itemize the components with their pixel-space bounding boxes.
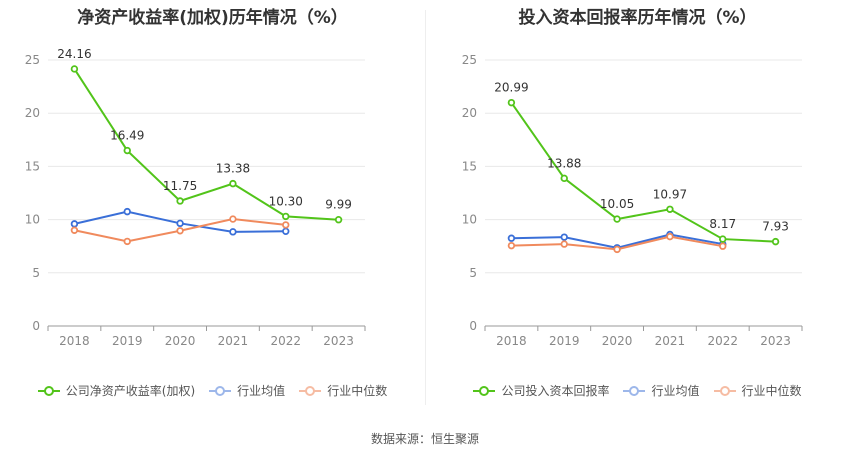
- roic-chart-panel: 投入资本回报率历年情况（%） 0 5 10 15 20 25 2018 2019 2020 202…: [425, 0, 850, 410]
- data-point: [719, 242, 727, 250]
- data-point: [229, 215, 237, 223]
- data-point: [666, 205, 674, 213]
- data-point: [507, 234, 516, 242]
- data-point: [719, 235, 727, 243]
- data-point: [282, 227, 290, 236]
- roe-chart-title: 净资产收益率(加权)历年情况（%）: [77, 8, 348, 28]
- data-point: [176, 219, 184, 228]
- legend-label: 行业中位数: [327, 384, 388, 398]
- data-point: [282, 212, 290, 221]
- legend-label: 公司净资产收益率(加权): [65, 384, 196, 398]
- data-label: 9.99: [325, 198, 352, 212]
- y-tick-label: 20: [25, 106, 40, 120]
- legend-item-company-roic[interactable]: 公司投入资本回报率: [473, 382, 609, 399]
- roic-chart-legend: 公司投入资本回报率 行业均值 行业中位数: [425, 382, 850, 399]
- data-label: 24.16: [57, 47, 91, 61]
- data-point: [229, 179, 237, 188]
- data-point: [334, 216, 343, 224]
- legend-label: 公司投入资本回报率: [501, 384, 610, 398]
- legend-line-icon: [37, 385, 60, 396]
- roe-chart-legend: 公司净资产收益率(加权) 行业均值 行业中位数: [0, 382, 425, 399]
- y-tick-label: 15: [462, 159, 477, 173]
- y-tick-label: 5: [32, 266, 40, 280]
- y-tick-label: 10: [462, 213, 477, 227]
- legend-item-company-roe[interactable]: 公司净资产收益率(加权): [37, 382, 196, 399]
- x-tick-label: 2022: [707, 334, 738, 348]
- data-point: [666, 232, 674, 241]
- data-point: [560, 240, 568, 248]
- y-tick-label: 0: [32, 319, 40, 333]
- data-point: [560, 233, 568, 241]
- y-tick-label: 25: [462, 53, 477, 67]
- x-tick-label: 2019: [549, 334, 580, 348]
- data-point: [613, 215, 621, 223]
- legend-item-industry-mean[interactable]: 行业均值: [209, 382, 285, 399]
- x-tick-label: 2018: [59, 334, 90, 348]
- data-point: [176, 227, 184, 235]
- data-point: [229, 228, 237, 236]
- legend-item-industry-median[interactable]: 行业中位数: [713, 382, 802, 399]
- y-tick-label: 0: [469, 319, 477, 333]
- data-point: [70, 220, 79, 228]
- legend-label: 行业中位数: [741, 384, 802, 398]
- series-line: [510, 102, 776, 243]
- legend-line-icon: [299, 385, 322, 396]
- x-tick-label: 2023: [760, 334, 791, 348]
- data-point: [123, 237, 131, 246]
- data-label: 13.38: [216, 162, 250, 176]
- data-label: 10.97: [653, 187, 687, 201]
- y-tick-label: 20: [462, 106, 477, 120]
- legend-line-icon: [209, 385, 232, 396]
- x-tick-label: 2020: [165, 334, 196, 348]
- data-point: [771, 237, 780, 246]
- roe-chart-plot: 0 5 10 15 20 25 2018 2019 2020 2021 2022 2023 24.16 1…: [25, 47, 366, 348]
- data-label: 13.88: [547, 156, 581, 170]
- panel-divider: [425, 10, 426, 405]
- x-tick-label: 2018: [496, 334, 527, 348]
- data-label: 10.05: [600, 197, 634, 211]
- data-point: [123, 207, 131, 216]
- series-line: [73, 68, 339, 221]
- legend-item-industry-median[interactable]: 行业中位数: [299, 382, 387, 399]
- x-tick-label: 2022: [270, 334, 301, 348]
- y-tick-label: 25: [25, 53, 40, 67]
- x-tick-label: 2021: [218, 334, 249, 348]
- data-point: [282, 221, 290, 229]
- x-tick-label: 2020: [602, 334, 633, 348]
- legend-item-industry-mean[interactable]: 行业均值: [623, 382, 700, 399]
- data-point: [507, 241, 516, 250]
- roic-chart-plot: 0 5 10 15 20 25 2018 2019 2020 2021 2022 2023 20.99 1…: [462, 53, 803, 348]
- legend-line-icon: [623, 385, 646, 396]
- y-tick-label: 10: [25, 213, 40, 227]
- data-point: [507, 98, 516, 107]
- x-tick-label: 2023: [323, 334, 354, 348]
- data-label: 16.49: [110, 129, 144, 143]
- y-tick-label: 5: [469, 266, 477, 280]
- data-label: 20.99: [494, 81, 528, 95]
- data-point: [560, 174, 568, 183]
- data-point: [123, 146, 131, 155]
- data-point: [613, 245, 621, 254]
- data-point: [70, 65, 79, 73]
- x-tick-label: 2019: [112, 334, 143, 348]
- data-point: [176, 197, 184, 205]
- data-label: 8.17: [709, 217, 736, 231]
- data-label: 11.75: [163, 179, 197, 193]
- roe-chart-panel: 净资产收益率(加权)历年情况（%） 0 5 10 15 20 25 2018 2019 2020…: [0, 0, 425, 410]
- legend-label: 行业均值: [237, 384, 286, 398]
- y-tick-label: 15: [25, 159, 40, 173]
- roic-chart-title: 投入资本回报率历年情况（%）: [518, 8, 757, 28]
- legend-line-icon: [713, 385, 736, 396]
- x-tick-label: 2021: [655, 334, 686, 348]
- data-source-note: 数据来源：恒生聚源: [370, 432, 479, 446]
- data-point: [70, 226, 79, 234]
- data-label: 10.30: [269, 194, 303, 208]
- legend-line-icon: [473, 385, 496, 396]
- legend-label: 行业均值: [651, 384, 700, 398]
- data-label: 7.93: [762, 220, 789, 234]
